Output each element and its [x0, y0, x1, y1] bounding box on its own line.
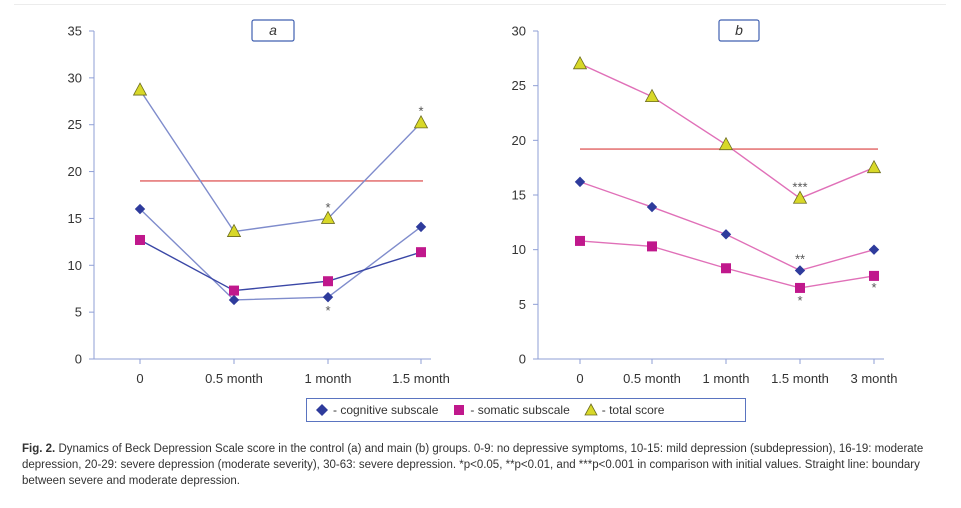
data-point-triangle [226, 223, 242, 237]
significance-mark: * [797, 293, 802, 308]
data-point-triangle [413, 115, 429, 129]
legend-swatch [584, 403, 598, 416]
panel-label: b [735, 22, 743, 38]
caption-fig-label: Fig. 2. [22, 443, 56, 455]
significance-mark: ** [795, 252, 805, 267]
data-point-diamond [646, 201, 658, 213]
x-tick-label: 3 month [851, 371, 898, 386]
data-point-triangle [132, 82, 148, 96]
series-line-triangle [579, 63, 875, 200]
y-tick-label: 5 [519, 297, 526, 312]
data-point-diamond [228, 294, 240, 306]
data-point-square [323, 276, 333, 287]
data-point-square [575, 235, 585, 246]
data-point-diamond [415, 221, 427, 233]
y-tick-label: 30 [512, 24, 526, 39]
y-tick-label: 15 [512, 188, 526, 203]
data-point-triangle [792, 190, 808, 204]
x-tick-label: 1 month [305, 371, 352, 386]
y-tick-label: 5 [75, 305, 82, 320]
series-line-square [139, 239, 422, 292]
y-tick-label: 30 [68, 70, 82, 85]
data-point-triangle [644, 88, 660, 102]
data-point-triangle [572, 55, 588, 70]
significance-mark: * [418, 104, 423, 119]
series-line-diamond [139, 208, 422, 301]
data-point-triangle [718, 136, 734, 151]
panel-label: a [269, 22, 277, 38]
y-tick-label: 10 [68, 258, 82, 273]
significance-mark: *** [792, 179, 807, 194]
x-tick-label: 0.5 month [205, 371, 263, 386]
data-point-diamond [574, 176, 586, 188]
y-tick-label: 35 [68, 24, 82, 39]
y-tick-label: 0 [519, 352, 526, 367]
x-tick-label: 1.5 month [392, 371, 450, 386]
square-marker-icon [454, 405, 465, 415]
significance-mark: * [325, 303, 330, 318]
data-point-diamond [322, 291, 334, 303]
series-line-triangle [139, 89, 422, 233]
y-tick-label: 25 [512, 78, 526, 93]
top-divider [14, 4, 946, 5]
y-tick-label: 0 [75, 352, 82, 367]
legend-swatch [316, 404, 328, 416]
legend: - cognitive subscale - somatic subscale - … [306, 398, 746, 422]
data-point-diamond [134, 203, 146, 215]
y-tick-label: 20 [68, 164, 82, 179]
figure-canvas: 0 5 10 15 20 25 30 35 0 0.5 month 1 month 1.5 month… [68, 19, 898, 386]
legend-label: - somatic subscale [470, 403, 570, 417]
chart-panel-a: 0 5 10 15 20 25 30 35 0 0.5 month 1 month 1.5 month… [68, 19, 450, 386]
data-point-diamond [794, 265, 806, 276]
data-point-square [135, 234, 145, 245]
x-tick-label: 0 [576, 371, 583, 386]
figure-caption: Fig. 2. Dynamics of Beck Depression Scal… [22, 441, 950, 489]
legend-label: - total score [601, 403, 665, 417]
data-point-diamond [720, 229, 732, 240]
data-point-square [229, 285, 239, 296]
caption-text: Dynamics of Beck Depression Scale score … [22, 443, 924, 487]
legend-swatch [454, 405, 465, 415]
significance-mark: * [325, 200, 330, 215]
legend-item-diamond: - cognitive subscale [315, 403, 438, 417]
data-point-square [869, 270, 879, 281]
legend-item-triangle: - total score [584, 403, 665, 417]
x-tick-label: 0 [136, 371, 143, 386]
panel-label-box [718, 19, 760, 42]
data-point-triangle [320, 210, 336, 224]
significance-mark: * [871, 280, 876, 295]
legend-label: - cognitive subscale [333, 403, 439, 417]
x-tick-label: 0.5 month [623, 371, 681, 386]
data-point-square [416, 247, 426, 258]
diamond-marker-icon [316, 404, 328, 416]
y-tick-label: 25 [68, 117, 82, 132]
data-point-triangle [866, 159, 882, 174]
y-tick-label: 10 [512, 242, 526, 257]
chart-panel-b: 0 5 10 15 20 25 30 0 0.5 month 1 month 1.5 month 3 … [512, 19, 898, 386]
x-tick-label: 1 month [703, 371, 750, 386]
data-point-diamond [868, 244, 880, 255]
series-line-diamond [579, 181, 875, 272]
data-point-square [647, 241, 657, 252]
panel-label-box [251, 19, 295, 42]
legend-item-square: - somatic subscale [452, 403, 570, 417]
x-tick-label: 1.5 month [771, 371, 829, 386]
data-point-square [795, 282, 805, 293]
triangle-marker-icon [584, 403, 598, 416]
y-tick-label: 20 [512, 133, 526, 148]
y-tick-label: 15 [68, 211, 82, 226]
data-point-square [721, 263, 731, 274]
